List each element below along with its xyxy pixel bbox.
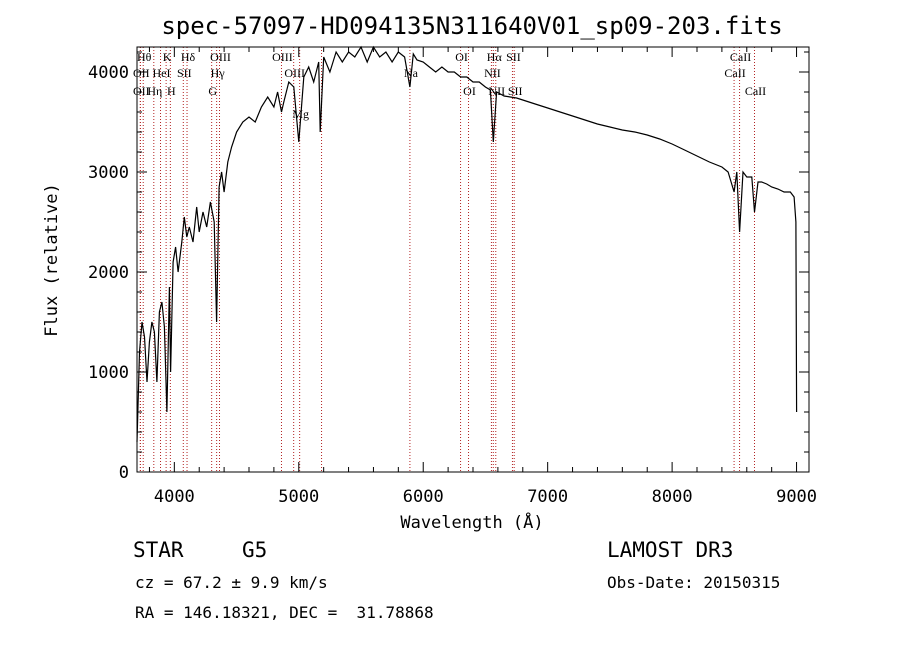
x-tick-label-6000: 6000 bbox=[403, 487, 444, 507]
y-tick-label-2000: 2000 bbox=[88, 263, 129, 283]
line-marker-label-0: Hθ bbox=[137, 50, 152, 64]
chart-title: spec-57097-HD094135N311640V01_sp09-203.f… bbox=[161, 12, 782, 40]
line-marker-label-3: Hη bbox=[147, 84, 162, 98]
observation-date: Obs-Date: 20150315 bbox=[607, 573, 781, 592]
line-marker-label-8: Hδ bbox=[181, 50, 196, 64]
line-marker-label-6: H bbox=[167, 84, 176, 98]
line-marker-label-20: Hα bbox=[487, 50, 503, 64]
line-marker-label-10: Hγ bbox=[211, 66, 226, 80]
line-marker-label-9: G bbox=[208, 84, 217, 98]
x-tick-label-8000: 8000 bbox=[652, 487, 693, 507]
survey-name: LAMOST DR3 bbox=[607, 538, 734, 562]
line-marker-label-13: OIII bbox=[284, 66, 305, 80]
x-tick-label-5000: 5000 bbox=[278, 487, 319, 507]
x-tick-label-9000: 9000 bbox=[776, 487, 817, 507]
line-marker-label-17: OI bbox=[455, 50, 468, 64]
line-marker-label-22: SII bbox=[506, 50, 521, 64]
line-marker-label-4: HeI bbox=[153, 66, 171, 80]
y-tick-label-3000: 3000 bbox=[88, 163, 129, 183]
x-tick-label-7000: 7000 bbox=[527, 487, 568, 507]
y-tick-label-0: 0 bbox=[119, 463, 129, 483]
line-marker-label-23: SII bbox=[508, 84, 523, 98]
y-tick-label-4000: 4000 bbox=[88, 63, 129, 83]
object-class: STAR bbox=[133, 538, 184, 562]
line-marker-label-12: OIII bbox=[272, 50, 293, 64]
line-marker-label-7: SII bbox=[177, 66, 192, 80]
coordinates-text: RA = 146.18321, DEC = 31.78868 bbox=[135, 603, 434, 622]
plot-frame bbox=[136, 46, 810, 473]
x-axis-label: Wavelength (Å) bbox=[400, 511, 543, 533]
y-axis: 0 1000 2000 3000 4000 bbox=[88, 51, 809, 483]
line-markers bbox=[139, 47, 755, 472]
line-marker-label-26: CaII bbox=[745, 84, 766, 98]
spectrum-line bbox=[136, 45, 798, 443]
line-marker-label-1: OII bbox=[133, 66, 150, 80]
redshift-text: cz = 67.2 ± 9.9 km/s bbox=[135, 573, 328, 592]
line-marker-label-5: K bbox=[163, 50, 172, 64]
line-marker-label-25: CaII bbox=[730, 50, 751, 64]
object-subclass: G5 bbox=[242, 538, 268, 562]
x-axis: 4000 5000 6000 7000 8000 9000 bbox=[148, 47, 817, 507]
y-tick-label-1000: 1000 bbox=[88, 363, 129, 383]
line-marker-label-11: OIII bbox=[210, 50, 231, 64]
line-marker-label-24: CaII bbox=[724, 66, 745, 80]
x-tick-label-4000: 4000 bbox=[154, 487, 195, 507]
line-marker-label-19: NII bbox=[484, 66, 501, 80]
y-axis-label: Flux (relative) bbox=[42, 183, 62, 337]
line-marker-label-18: OI bbox=[463, 84, 476, 98]
